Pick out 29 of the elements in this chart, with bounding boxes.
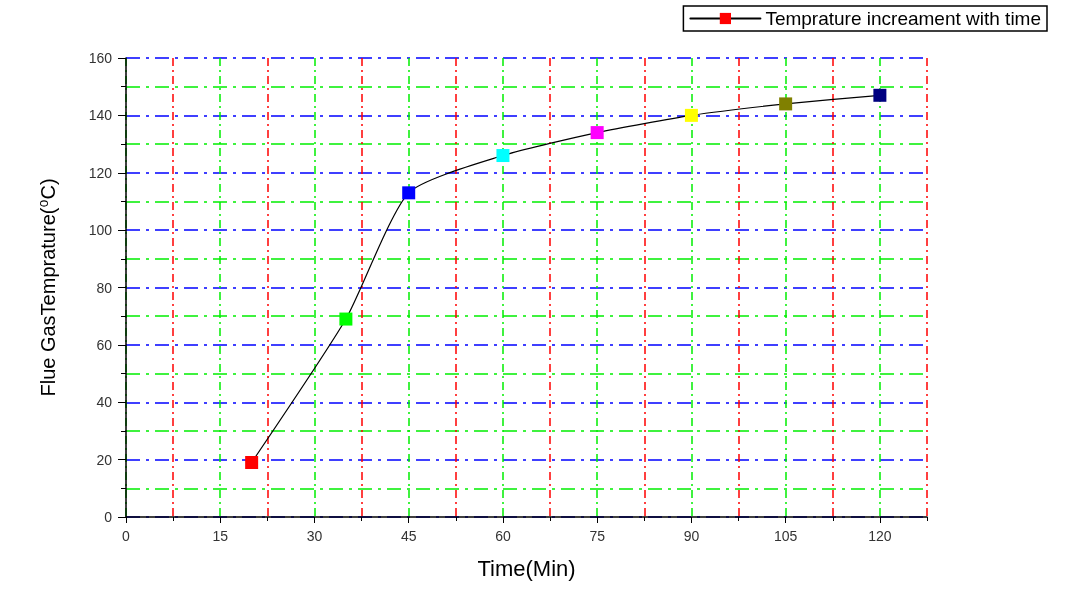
x-axis-title: Time(Min) bbox=[477, 555, 576, 581]
x-tick-label: 120 bbox=[868, 528, 892, 544]
x-tick-label: 75 bbox=[589, 528, 606, 544]
x-tick-label: 90 bbox=[683, 528, 700, 544]
point bbox=[402, 186, 416, 200]
x-tick-label: 45 bbox=[400, 528, 417, 544]
point bbox=[496, 149, 510, 163]
x-tick-label: 60 bbox=[495, 528, 511, 544]
x-tick-label: 0 bbox=[122, 528, 131, 544]
x-tick-label: 105 bbox=[773, 528, 798, 544]
y-tick-label: 20 bbox=[96, 451, 113, 468]
point bbox=[339, 312, 353, 326]
point bbox=[245, 455, 259, 469]
y-tick-label: 140 bbox=[88, 107, 113, 124]
y-tick-label: 120 bbox=[88, 164, 113, 181]
x-tick-label: 30 bbox=[306, 528, 323, 544]
y-tick-label: 100 bbox=[88, 222, 113, 239]
point bbox=[779, 97, 793, 111]
y-tick-label: 80 bbox=[96, 279, 113, 296]
y-tick-label: 0 bbox=[104, 509, 113, 525]
point bbox=[590, 126, 604, 140]
point bbox=[873, 88, 887, 102]
legend-label: Temprature increament with time bbox=[765, 8, 1042, 29]
point bbox=[684, 108, 698, 122]
y-tick-label: 60 bbox=[96, 336, 113, 353]
y-axis-title: Flue GasTemprature(⁰C) bbox=[37, 178, 59, 397]
y-tick-label: 160 bbox=[88, 50, 113, 66]
x-tick-label: 15 bbox=[212, 528, 229, 544]
y-tick-label: 40 bbox=[96, 394, 113, 411]
